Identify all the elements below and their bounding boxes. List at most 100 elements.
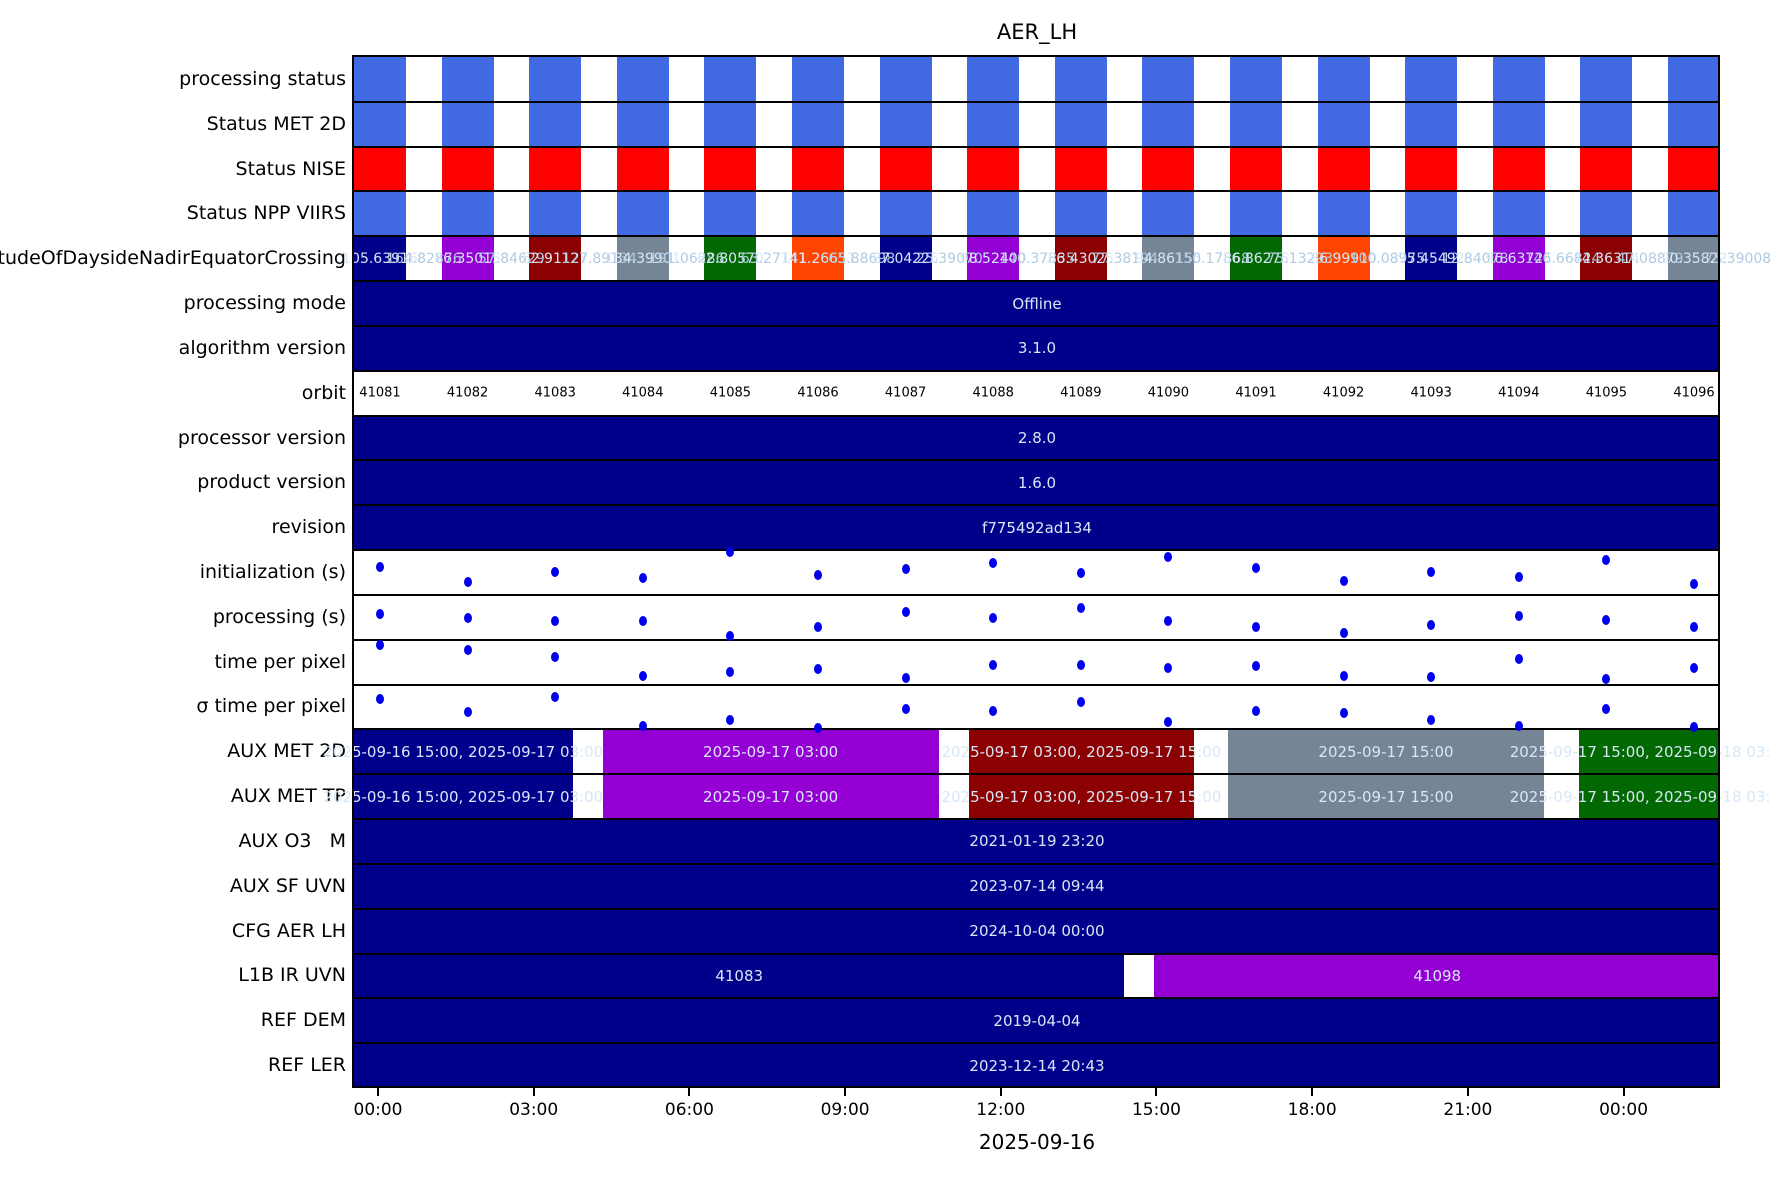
bar-value: 2021-01-19 23:20 (969, 832, 1105, 851)
x-tick (688, 1088, 691, 1096)
status-block (1142, 191, 1195, 237)
longitude-block (354, 236, 406, 282)
row-aux-sf-uvn: 2023-07-14 09:44 (354, 863, 1720, 909)
status-block (1668, 191, 1720, 237)
orbit-number: 41088 (972, 385, 1014, 401)
x-tick (999, 1088, 1002, 1096)
orbit-number: 41087 (884, 385, 927, 401)
status-block (1317, 57, 1370, 102)
status-block (704, 191, 757, 237)
data-point (375, 693, 384, 704)
data-point (1164, 662, 1173, 673)
longitude-block (1580, 236, 1633, 282)
status-block (529, 101, 582, 147)
row-label-aux-o3-m: AUX O3 M (238, 829, 346, 852)
longitude-gap-value: 164.82876 (385, 250, 462, 267)
data-point (1602, 614, 1611, 625)
data-point (901, 673, 910, 684)
longitude-gap-value: 146.66824 (1524, 250, 1601, 267)
row-separator (354, 549, 1720, 552)
status-block (792, 191, 844, 237)
data-point (638, 670, 647, 681)
longitude-value: 75.45492 (1397, 250, 1465, 267)
data-point (463, 644, 472, 655)
x-tick-label: 03:00 (509, 1100, 559, 1120)
longitude-gap-value: 150.17868 (1174, 250, 1251, 267)
status-block (1405, 146, 1458, 192)
status-block (354, 57, 406, 102)
longitude-value: 134.39901 (604, 250, 681, 267)
bar-value: 3.1.0 (1017, 339, 1057, 358)
longitude-gap-value: 191.06286 (648, 250, 725, 267)
x-tick-label: 00:00 (353, 1100, 403, 1120)
row-product-version: 1.6.0 (354, 460, 1720, 506)
data-point (1076, 568, 1085, 579)
data-point (989, 706, 998, 717)
segment-label: 2025-09-17 15:00 (1318, 787, 1454, 806)
orbit-number: 41094 (1498, 385, 1540, 401)
status-block (1230, 57, 1282, 102)
data-point (638, 615, 647, 626)
row-label-revision: revision (271, 516, 346, 539)
row-label-initialization-s: initialization (s) (199, 561, 346, 583)
data-point (1164, 717, 1173, 728)
row-label-aux-met-2d: AUX MET 2D (227, 740, 346, 763)
x-tick-label: 21:00 (1443, 1100, 1493, 1120)
orbit-number: 41093 (1410, 385, 1452, 401)
row-separator (354, 414, 1720, 417)
data-point (814, 622, 822, 633)
data-point (1690, 578, 1698, 589)
orbit-number: 41081 (359, 385, 401, 401)
longitude-block (616, 236, 669, 282)
status-block (1230, 101, 1282, 147)
status-block (1580, 191, 1633, 237)
timeline-segment (354, 729, 573, 775)
row-label-sigma-time-per-pixel: σ time per pixel (196, 695, 346, 718)
row-sigma-time-per-pixel (354, 685, 1720, 734)
row-label-orbit: orbit (301, 381, 346, 404)
data-point (1514, 611, 1523, 622)
orbit-number: 41086 (797, 385, 839, 401)
row-processing-s (354, 595, 1720, 642)
longitude-gap-value: 75.13293 (1266, 250, 1334, 267)
status-block (441, 57, 494, 102)
longitude-value: 62.91127 (521, 250, 589, 267)
longitude-value: 90.35822 (1660, 250, 1728, 267)
longitude-gap-value: 140.37835 (999, 250, 1075, 267)
status-block (1142, 146, 1195, 192)
timeline-segment (354, 953, 1125, 999)
row-label-ref-ler: REF LER (268, 1054, 346, 1077)
longitude-value: 86.99910 (1310, 250, 1377, 267)
x-tick (1311, 1088, 1314, 1096)
status-block (529, 146, 582, 192)
longitude-value: 96.63721 (1485, 250, 1553, 267)
bar-value: 2019-04-04 (993, 1011, 1081, 1030)
longitude-gap-value: 77.38194 (1091, 250, 1158, 267)
longitude-block (441, 236, 494, 282)
bar-value: 2.8.0 (1017, 429, 1057, 447)
longitude-gap-value: 12.84078 (1441, 250, 1509, 267)
row-label-processing-status: processing status (179, 67, 346, 90)
status-block (1317, 191, 1370, 237)
data-point (1252, 705, 1260, 716)
status-block (441, 101, 494, 147)
data-point (375, 640, 384, 651)
data-point (1514, 653, 1523, 664)
longitude-gap-value: 25.39070 (915, 250, 983, 267)
orbit-number: 41085 (709, 385, 752, 401)
row-label-aux-met-tp: AUX MET TP (230, 785, 346, 808)
data-point (1602, 704, 1611, 715)
row-label-algorithm-version: algorithm version (178, 336, 346, 359)
data-point (463, 613, 472, 624)
data-point (1514, 571, 1523, 582)
row-label-longitude-of-dayside-nadir-equator-crossing: LongitudeOfDaysideNadirEquatorCrossing (0, 247, 346, 270)
row-separator (354, 773, 1720, 776)
x-tick (1155, 1088, 1158, 1096)
data-point (901, 704, 910, 715)
data-point (814, 664, 822, 675)
status-block (704, 57, 757, 102)
row-separator (354, 324, 1720, 327)
row-separator (354, 280, 1720, 283)
longitude-value: 44.36314 (1572, 250, 1640, 267)
data-point (726, 714, 735, 725)
